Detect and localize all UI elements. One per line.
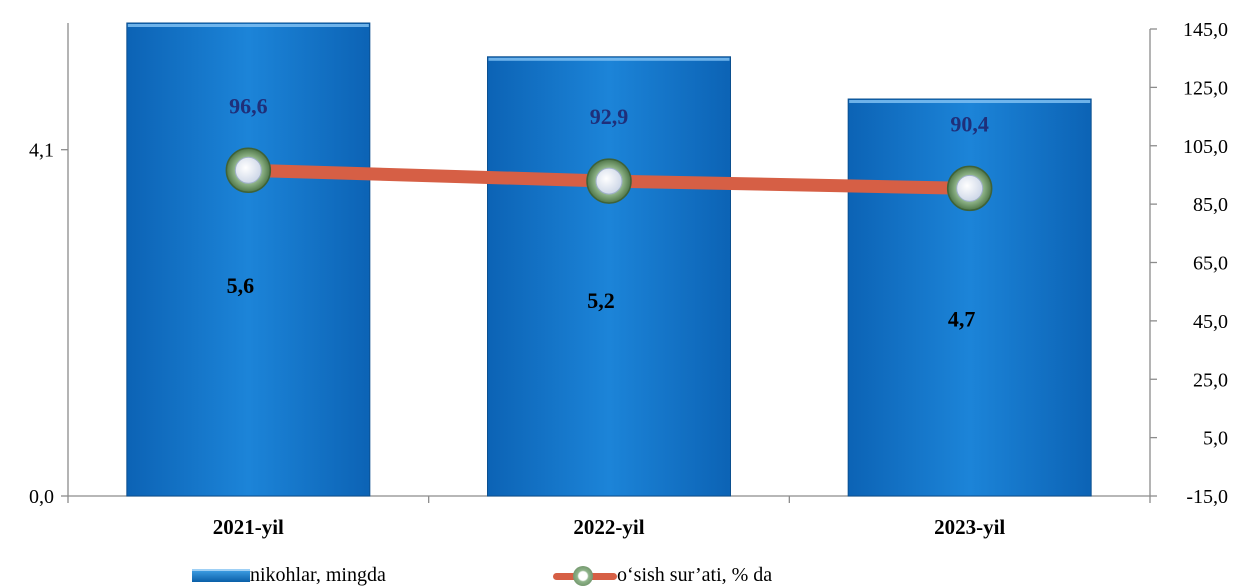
legend: nikohlar, mingda o‘sish sur’ati, % da [0, 564, 1235, 588]
bar-highlight [488, 57, 730, 61]
line-value-label: 90,4 [950, 111, 989, 136]
legend-line-swatch [553, 565, 617, 586]
line-marker-center [595, 167, 623, 195]
legend-item-bars: nikohlar, mingda [192, 564, 386, 587]
bar-highlight [849, 100, 1091, 104]
right-tick-label: 5,0 [1203, 428, 1228, 450]
line-value-label: 92,9 [590, 104, 629, 129]
right-tick-label: 45,0 [1193, 311, 1228, 333]
legend-bar-swatch [192, 569, 250, 582]
x-tick-label: 2022-yil [573, 515, 644, 539]
right-tick-label: 85,0 [1193, 194, 1228, 216]
right-tick-label: 125,0 [1183, 77, 1228, 99]
bar-value-label: 5,6 [227, 273, 255, 298]
right-tick-label: -15,0 [1186, 486, 1228, 508]
x-tick-label: 2023-yil [934, 515, 1005, 539]
bar-highlight [127, 24, 369, 27]
line-marker-center [234, 156, 262, 184]
bar-value-label: 5,2 [587, 288, 615, 313]
bar [847, 98, 1092, 497]
bar [126, 22, 371, 497]
bar-value-label: 4,7 [948, 307, 976, 332]
left-tick-label: 0,0 [29, 486, 54, 508]
right-tick-label: 105,0 [1183, 136, 1228, 158]
left-tick-label: 4,1 [29, 140, 54, 162]
legend-label-bars: nikohlar, mingda [250, 564, 386, 586]
line-value-label: 96,6 [229, 93, 268, 118]
combo-chart: 0,0 4,1 -15,0 5,0 25,0 45,0 65,0 85,0 105,0 125,0… [29, 19, 1228, 539]
right-tick-label: 145,0 [1183, 19, 1228, 41]
legend-item-line: o‘sish sur’ati, % da [553, 564, 772, 587]
right-tick-label: 25,0 [1193, 369, 1228, 391]
line-marker-center [956, 174, 984, 202]
legend-label-line: o‘sish sur’ati, % da [617, 564, 773, 586]
bar [487, 56, 731, 497]
x-tick-label: 2021-yil [213, 515, 284, 539]
right-tick-label: 65,0 [1193, 253, 1228, 275]
